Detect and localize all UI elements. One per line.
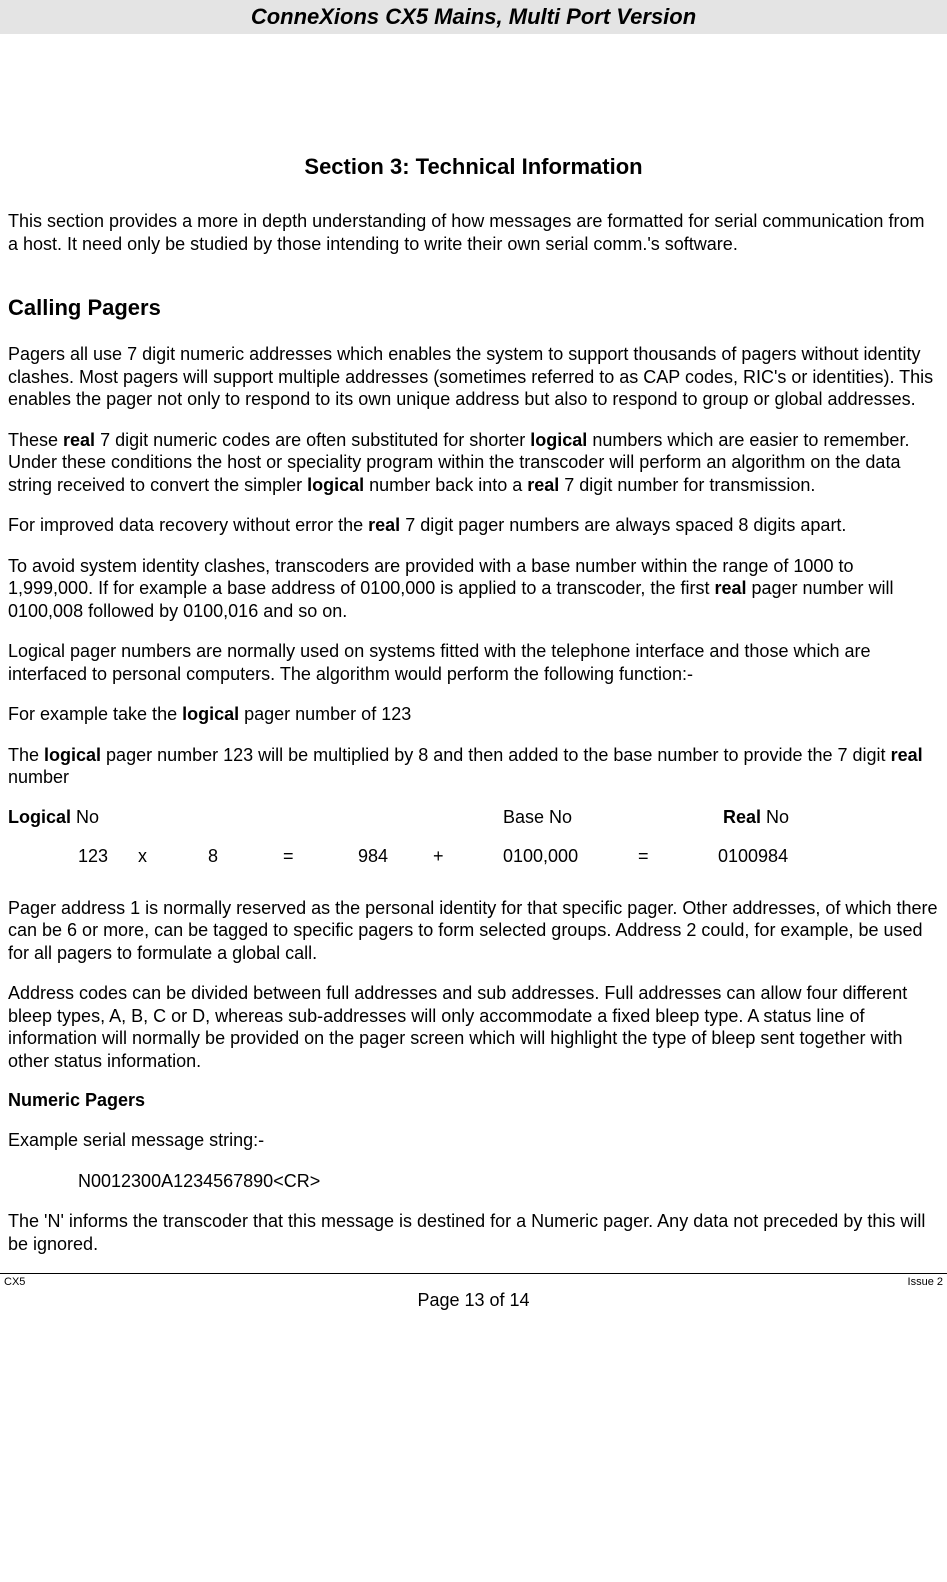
text: These xyxy=(8,430,63,450)
paragraph: Pagers all use 7 digit numeric addresses… xyxy=(8,343,939,411)
paragraph: To avoid system identity clashes, transc… xyxy=(8,555,939,623)
text: For improved data recovery without error… xyxy=(8,515,368,535)
paragraph: Pager address 1 is normally reserved as … xyxy=(8,897,939,965)
bold-text: real xyxy=(891,745,923,765)
text: No xyxy=(71,807,99,827)
bold-text: real xyxy=(714,578,746,598)
page-number: Page 13 of 14 xyxy=(0,1290,947,1311)
heading-calling-pagers: Calling Pagers xyxy=(8,295,939,321)
bold-text: Logical xyxy=(8,807,71,827)
bold-text: real xyxy=(527,475,559,495)
text: No xyxy=(761,807,789,827)
calc-value: 0100984 xyxy=(718,846,788,867)
subheading-numeric-pagers: Numeric Pagers xyxy=(8,1090,939,1111)
paragraph: These real 7 digit numeric codes are oft… xyxy=(8,429,939,497)
real-no-label: Real No xyxy=(723,807,939,828)
text: pager number of 123 xyxy=(239,704,411,724)
bold-text: logical xyxy=(530,430,587,450)
page-value: 13 of 14 xyxy=(464,1290,529,1310)
calc-operator: + xyxy=(433,846,503,867)
bold-text: Real xyxy=(723,807,761,827)
calc-operator: x xyxy=(138,846,208,867)
paragraph: Logical pager numbers are normally used … xyxy=(8,640,939,685)
text: 7 digit pager numbers are always spaced … xyxy=(400,515,846,535)
calc-header-row: Logical No Base No Real No xyxy=(8,807,939,828)
document-content: Section 3: Technical Information This se… xyxy=(0,154,947,1255)
text: pager number 123 will be multiplied by 8… xyxy=(101,745,891,765)
text: The xyxy=(8,745,44,765)
paragraph: The logical pager number 123 will be mul… xyxy=(8,744,939,789)
paragraph: Address codes can be divided between ful… xyxy=(8,982,939,1072)
document-header: ConneXions CX5 Mains, Multi Port Version xyxy=(0,0,947,34)
footer-row: CX5 Issue 2 xyxy=(0,1274,947,1288)
paragraph: For example take the logical pager numbe… xyxy=(8,703,939,726)
calc-operator: = xyxy=(638,846,718,867)
paragraph: Example serial message string:- xyxy=(8,1129,939,1152)
logical-no-label: Logical No xyxy=(8,807,503,828)
text: number xyxy=(8,767,69,787)
bold-text: logical xyxy=(182,704,239,724)
text: 7 digit number for transmission. xyxy=(559,475,815,495)
text: number back into a xyxy=(364,475,527,495)
calc-value: 984 xyxy=(358,846,433,867)
paragraph: The 'N' informs the transcoder that this… xyxy=(8,1210,939,1255)
calc-values-row: 123 x 8 = 984 + 0100,000 = 0100984 xyxy=(8,846,939,867)
footer-right: Issue 2 xyxy=(908,1276,943,1288)
calc-value: 8 xyxy=(208,846,283,867)
bold-text: real xyxy=(63,430,95,450)
section-title: Section 3: Technical Information xyxy=(8,154,939,180)
intro-paragraph: This section provides a more in depth un… xyxy=(8,210,939,255)
footer-left: CX5 xyxy=(4,1276,25,1288)
text: For example take the xyxy=(8,704,182,724)
text: 7 digit numeric codes are often substitu… xyxy=(95,430,530,450)
calc-operator: = xyxy=(283,846,358,867)
bold-text: logical xyxy=(307,475,364,495)
base-no-label: Base No xyxy=(503,807,723,828)
example-string: N0012300A1234567890<CR> xyxy=(8,1170,939,1193)
calc-value: 0100,000 xyxy=(503,846,638,867)
bold-text: logical xyxy=(44,745,101,765)
paragraph: For improved data recovery without error… xyxy=(8,514,939,537)
page-label: Page xyxy=(417,1290,464,1310)
calc-value: 123 xyxy=(78,846,138,867)
bold-text: real xyxy=(368,515,400,535)
